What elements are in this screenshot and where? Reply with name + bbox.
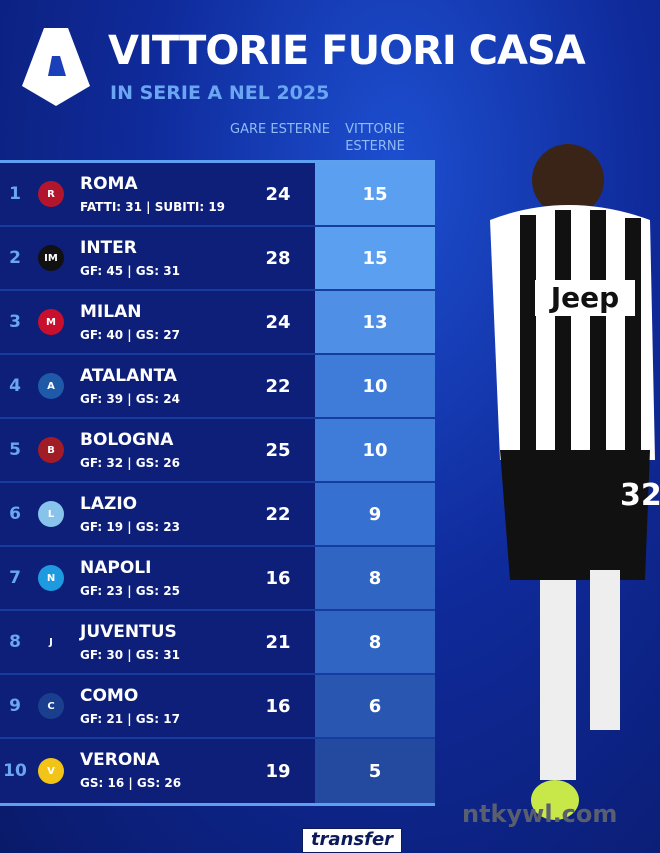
- rank: 2: [9, 248, 21, 268]
- away-wins: 15: [315, 227, 435, 289]
- rank: 8: [9, 632, 21, 652]
- team-name: INTER: [80, 238, 137, 258]
- team-goals: GF: 23 | GS: 25: [80, 584, 180, 598]
- standings-table: 1 R ROMA FATTI: 31 | SUBITI: 19 24 15 2 …: [0, 160, 435, 806]
- team-cell: 7 N NAPOLI GF: 23 | GS: 25 16: [0, 547, 315, 609]
- watermark: ntkywl.com: [462, 800, 618, 828]
- table-row: 6 L LAZIO GF: 19 | GS: 23 22 9: [0, 483, 435, 547]
- team-crest-icon: A: [38, 373, 64, 399]
- team-crest-icon: R: [38, 181, 64, 207]
- away-wins: 15: [315, 163, 435, 225]
- transfermarkt-logo: transfer: [302, 828, 402, 853]
- table-row: 8 J JUVENTUS GF: 30 | GS: 31 21 8: [0, 611, 435, 675]
- away-games: 24: [265, 183, 291, 205]
- away-games: 19: [265, 760, 291, 782]
- team-cell: 3 M MILAN GF: 40 | GS: 27 24: [0, 291, 315, 353]
- shirt-sponsor: Jeep: [549, 281, 619, 314]
- team-name: ATALANTA: [80, 366, 177, 386]
- shirt-number: 32: [620, 478, 660, 513]
- rank: 9: [9, 696, 21, 716]
- table-row: 5 B BOLOGNA GF: 32 | GS: 26 25 10: [0, 419, 435, 483]
- rank: 1: [9, 184, 21, 204]
- team-crest-icon: L: [38, 501, 64, 527]
- table-row: 9 C COMO GF: 21 | GS: 17 16 6: [0, 675, 435, 739]
- team-name: ROMA: [80, 174, 138, 194]
- away-wins: 8: [315, 547, 435, 609]
- column-header-gare: GARE ESTERNE: [230, 122, 330, 137]
- page-title: VITTORIE FUORI CASA: [108, 28, 586, 74]
- team-cell: 6 L LAZIO GF: 19 | GS: 23 22: [0, 483, 315, 545]
- away-wins: 9: [315, 483, 435, 545]
- team-goals: GF: 19 | GS: 23: [80, 520, 180, 534]
- away-wins: 5: [315, 739, 435, 803]
- team-goals: GF: 32 | GS: 26: [80, 456, 180, 470]
- team-goals: GF: 21 | GS: 17: [80, 712, 180, 726]
- team-cell: 9 C COMO GF: 21 | GS: 17 16: [0, 675, 315, 737]
- away-wins: 10: [315, 419, 435, 481]
- team-name: NAPOLI: [80, 558, 152, 578]
- team-name: COMO: [80, 686, 139, 706]
- away-games: 22: [265, 375, 291, 397]
- serie-a-logo: [22, 28, 90, 106]
- team-crest-icon: C: [38, 693, 64, 719]
- table-row: 4 A ATALANTA GF: 39 | GS: 24 22 10: [0, 355, 435, 419]
- team-name: MILAN: [80, 302, 142, 322]
- team-goals: GF: 40 | GS: 27: [80, 328, 180, 342]
- away-games: 28: [265, 247, 291, 269]
- team-goals: GS: 16 | GS: 26: [80, 776, 182, 790]
- rank: 10: [3, 761, 27, 781]
- away-games: 24: [265, 311, 291, 333]
- away-wins: 6: [315, 675, 435, 737]
- away-games: 16: [265, 695, 291, 717]
- team-cell: 5 B BOLOGNA GF: 32 | GS: 26 25: [0, 419, 315, 481]
- rank: 6: [9, 504, 21, 524]
- away-games: 21: [265, 631, 291, 653]
- team-crest-icon: B: [38, 437, 64, 463]
- team-cell: 10 V VERONA GS: 16 | GS: 26 19: [0, 739, 315, 803]
- player-photo: Jeep 32: [490, 144, 660, 820]
- column-header-vittorie: VITTORIE ESTERNE: [345, 122, 405, 154]
- team-cell: 4 A ATALANTA GF: 39 | GS: 24 22: [0, 355, 315, 417]
- away-wins: 8: [315, 611, 435, 673]
- table-row: 7 N NAPOLI GF: 23 | GS: 25 16 8: [0, 547, 435, 611]
- team-name: JUVENTUS: [80, 622, 177, 642]
- away-games: 22: [265, 503, 291, 525]
- team-goals: GF: 45 | GS: 31: [80, 264, 180, 278]
- team-goals: GF: 30 | GS: 31: [80, 648, 180, 662]
- team-crest-icon: J: [38, 629, 64, 655]
- table-row: 1 R ROMA FATTI: 31 | SUBITI: 19 24 15: [0, 163, 435, 227]
- team-name: LAZIO: [80, 494, 138, 514]
- team-cell: 1 R ROMA FATTI: 31 | SUBITI: 19 24: [0, 163, 315, 225]
- rank: 3: [9, 312, 21, 332]
- rank: 4: [9, 376, 21, 396]
- table-row: 3 M MILAN GF: 40 | GS: 27 24 13: [0, 291, 435, 355]
- team-crest-icon: M: [38, 309, 64, 335]
- away-games: 16: [265, 567, 291, 589]
- away-wins: 13: [315, 291, 435, 353]
- page-subtitle: IN SERIE A NEL 2025: [110, 82, 330, 104]
- team-cell: 2 IM INTER GF: 45 | GS: 31 28: [0, 227, 315, 289]
- team-crest-icon: V: [38, 758, 64, 784]
- rank: 5: [9, 440, 21, 460]
- team-name: VERONA: [80, 750, 160, 770]
- team-crest-icon: N: [38, 565, 64, 591]
- team-goals: FATTI: 31 | SUBITI: 19: [80, 200, 226, 214]
- team-cell: 8 J JUVENTUS GF: 30 | GS: 31 21: [0, 611, 315, 673]
- team-crest-icon: IM: [38, 245, 64, 271]
- rank: 7: [9, 568, 21, 588]
- team-goals: GF: 39 | GS: 24: [80, 392, 180, 406]
- table-row: 2 IM INTER GF: 45 | GS: 31 28 15: [0, 227, 435, 291]
- table-row: 10 V VERONA GS: 16 | GS: 26 19 5: [0, 739, 435, 803]
- team-name: BOLOGNA: [80, 430, 174, 450]
- away-wins: 10: [315, 355, 435, 417]
- away-games: 25: [265, 439, 291, 461]
